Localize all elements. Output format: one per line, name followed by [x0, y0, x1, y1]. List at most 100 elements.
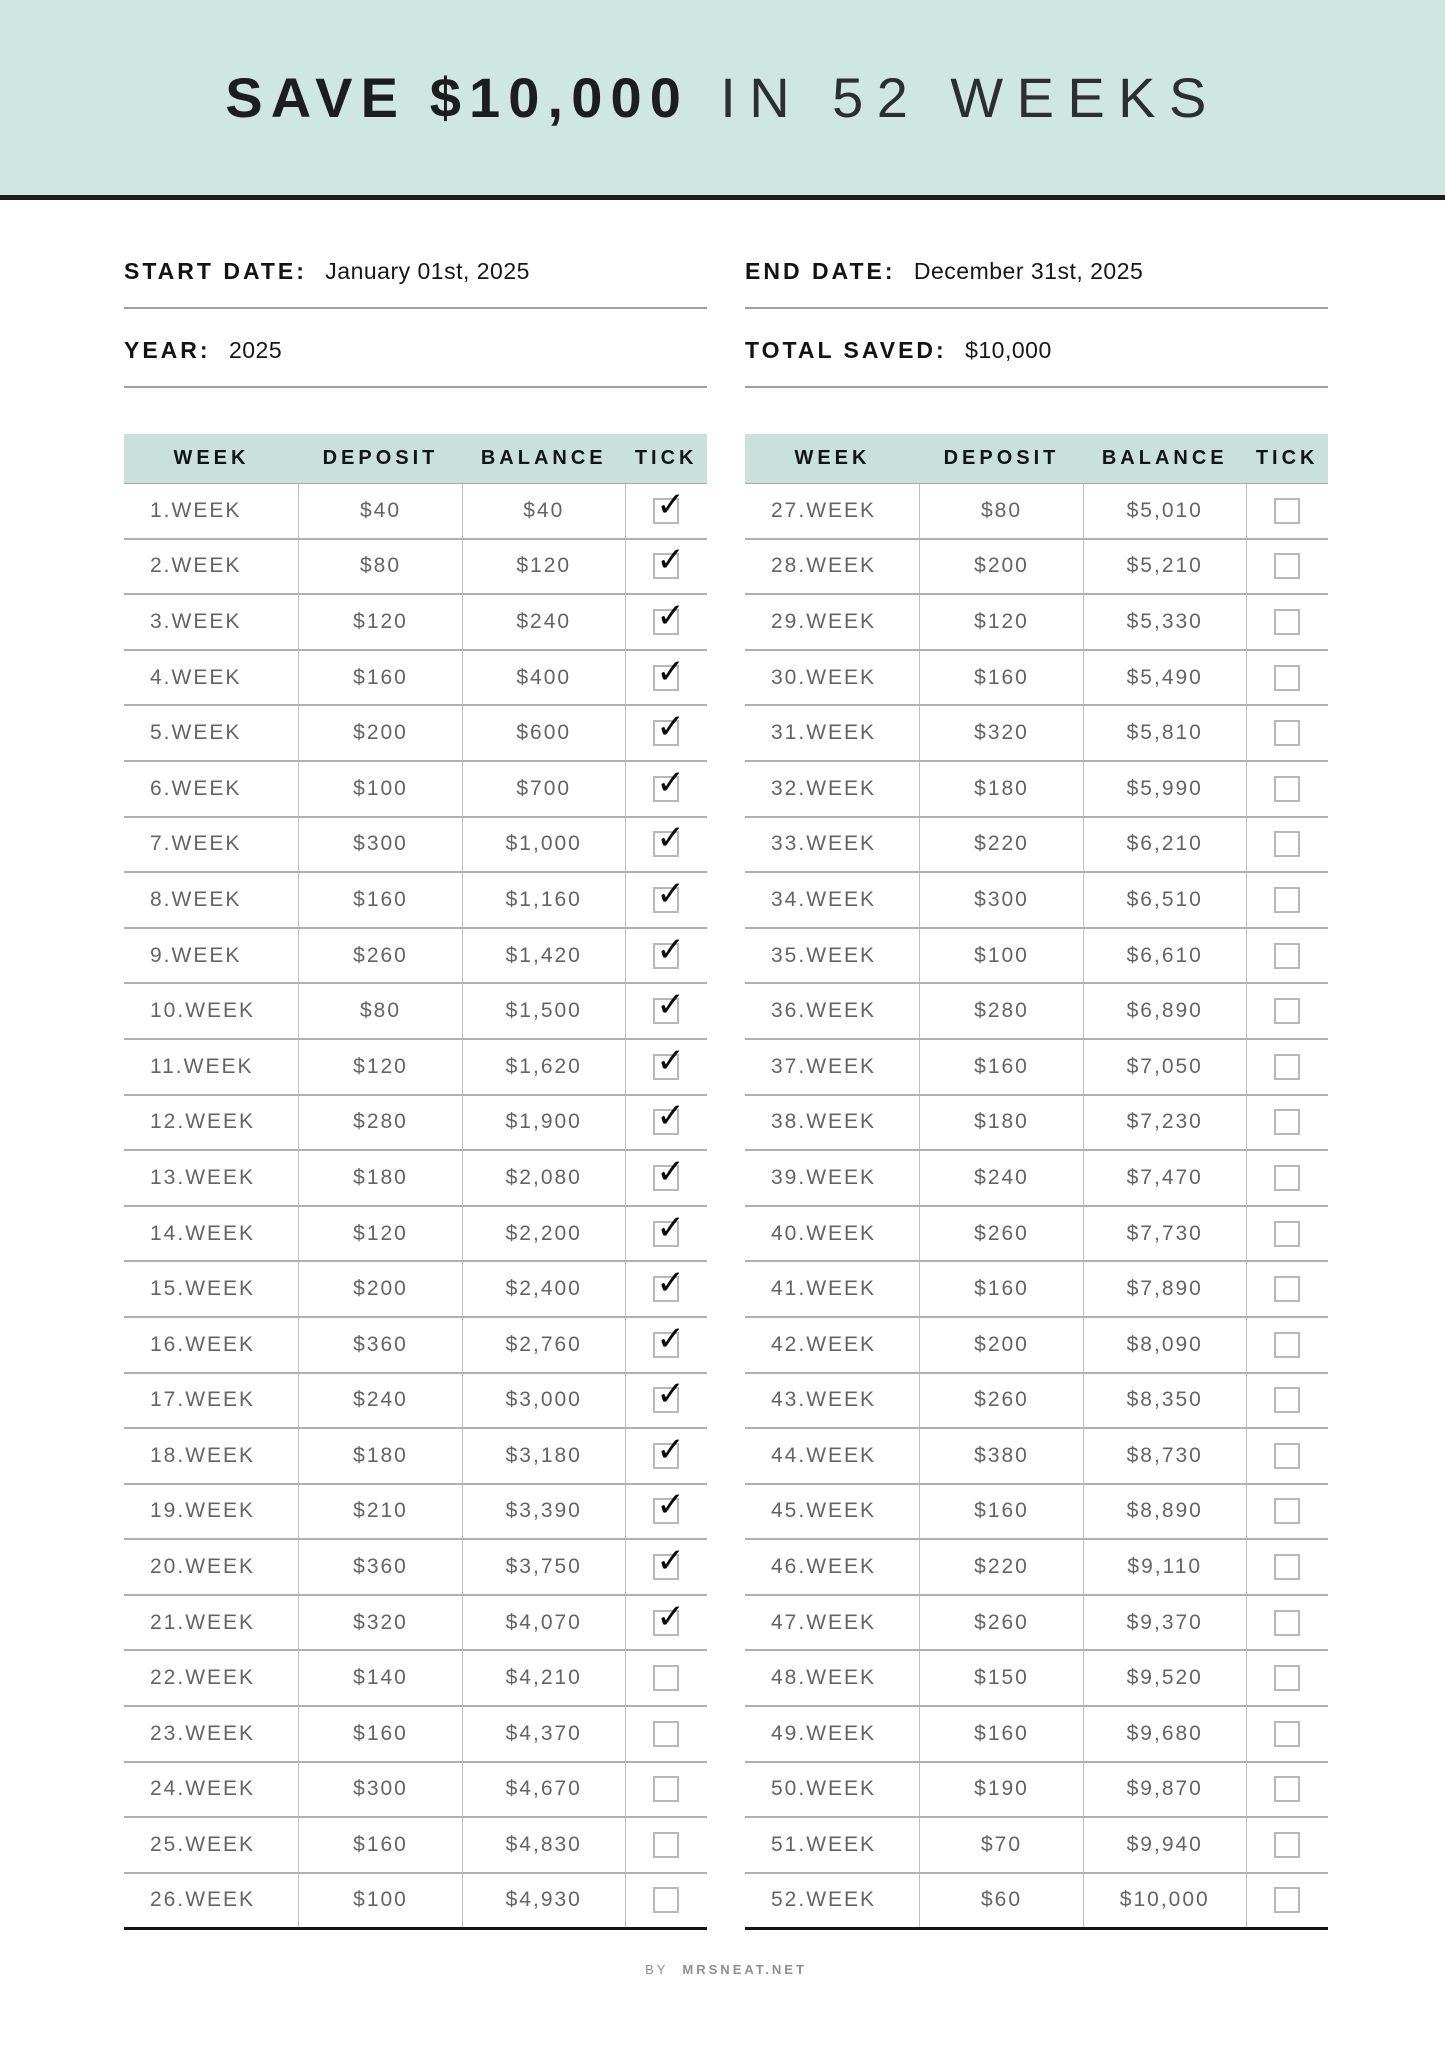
tick-checkbox[interactable]	[1274, 1832, 1301, 1859]
table-row: 20.WEEK $360 $3,750 ✓	[124, 1538, 707, 1595]
tick-cell	[1245, 1260, 1328, 1317]
tick-checkbox[interactable]	[653, 1665, 680, 1692]
table-body-right: 27.WEEK $80 $5,010 28.WEEK $200 $5,210 2…	[745, 483, 1328, 1929]
deposit-cell: $220	[919, 815, 1084, 873]
tick-checkbox[interactable]	[1274, 1164, 1301, 1191]
tick-checkbox[interactable]	[1274, 1609, 1301, 1636]
tick-checkbox[interactable]: ✓	[653, 710, 685, 747]
tick-checkbox[interactable]: ✓	[653, 1433, 685, 1469]
tick-checkbox[interactable]	[1274, 1053, 1301, 1080]
tick-checkbox[interactable]: ✓	[653, 1211, 685, 1247]
tick-cell: ✓	[624, 704, 707, 761]
tick-checkbox[interactable]	[1274, 1776, 1301, 1803]
tick-checkbox[interactable]	[1274, 1220, 1301, 1247]
summary-fields: START DATE: January 01st, 2025 END DATE:…	[124, 256, 1328, 388]
table-body-left: 1.WEEK $40 $40 ✓ 2.WEEK $80 $120 ✓ 3.WEE…	[124, 483, 707, 1929]
tick-checkbox[interactable]	[1274, 1498, 1301, 1525]
tick-checkbox[interactable]: ✓	[653, 1155, 685, 1191]
balance-cell: $2,200	[461, 1204, 626, 1262]
deposit-cell: $160	[919, 648, 1084, 706]
tick-checkbox[interactable]: ✓	[653, 988, 685, 1025]
check-icon: ✓	[656, 651, 685, 692]
tick-cell	[1245, 1816, 1328, 1873]
week-cell: 16.WEEK	[124, 1315, 299, 1373]
tick-cell: ✓	[624, 926, 707, 984]
week-cell: 49.WEEK	[745, 1705, 920, 1762]
balance-cell: $8,730	[1082, 1427, 1247, 1484]
balance-cell: $1,500	[461, 982, 626, 1039]
table-row: 24.WEEK $300 $4,670	[124, 1760, 707, 1818]
tick-checkbox[interactable]: ✓	[653, 1544, 685, 1581]
check-icon: ✓	[656, 1374, 685, 1415]
week-cell: 18.WEEK	[124, 1427, 299, 1484]
page-title: SAVE $10,000 IN 52 WEEKS	[225, 65, 1220, 130]
balance-cell: $40	[461, 483, 626, 539]
deposit-cell: $200	[298, 1260, 463, 1317]
weeks-table-right: WEEK DEPOSIT BALANCE TICK 27.WEEK $80 $5…	[745, 434, 1328, 1930]
tick-checkbox[interactable]	[1274, 831, 1301, 858]
tick-checkbox[interactable]	[1274, 1887, 1301, 1914]
page-content: START DATE: January 01st, 2025 END DATE:…	[0, 256, 1445, 1977]
tick-checkbox[interactable]	[653, 1832, 680, 1859]
start-date-label: START DATE:	[124, 258, 307, 284]
start-date-field: START DATE: January 01st, 2025	[124, 256, 707, 309]
balance-cell: $6,610	[1082, 926, 1247, 984]
tick-checkbox[interactable]	[1274, 1720, 1301, 1747]
tick-checkbox[interactable]: ✓	[653, 1099, 685, 1136]
week-cell: 36.WEEK	[745, 982, 920, 1039]
balance-cell: $9,520	[1082, 1649, 1247, 1707]
tick-checkbox[interactable]	[1274, 1442, 1301, 1469]
tick-checkbox[interactable]	[1274, 775, 1301, 802]
tick-checkbox[interactable]: ✓	[653, 1322, 685, 1358]
tick-checkbox[interactable]	[1274, 886, 1301, 913]
tick-checkbox[interactable]: ✓	[653, 543, 685, 580]
tick-checkbox[interactable]	[1274, 942, 1301, 969]
tick-checkbox[interactable]: ✓	[653, 821, 685, 858]
tick-checkbox[interactable]	[1274, 1109, 1301, 1136]
table-row: 16.WEEK $360 $2,760 ✓	[124, 1315, 707, 1373]
tick-checkbox[interactable]	[1274, 1387, 1301, 1414]
tick-checkbox[interactable]: ✓	[653, 1044, 685, 1080]
tick-checkbox[interactable]	[1274, 1665, 1301, 1692]
tick-checkbox[interactable]: ✓	[653, 933, 685, 969]
table-row: 28.WEEK $200 $5,210	[745, 537, 1328, 595]
balance-cell: $9,940	[1082, 1816, 1247, 1873]
table-row: 29.WEEK $120 $5,330	[745, 593, 1328, 650]
table-row: 19.WEEK $210 $3,390 ✓	[124, 1482, 707, 1540]
tick-checkbox[interactable]	[1274, 608, 1301, 635]
tick-checkbox[interactable]	[1274, 998, 1301, 1025]
tick-checkbox[interactable]: ✓	[653, 1600, 685, 1636]
balance-cell: $7,470	[1082, 1149, 1247, 1206]
tick-checkbox[interactable]	[653, 1887, 680, 1914]
end-date-value: December 31st, 2025	[913, 258, 1144, 284]
tick-checkbox[interactable]	[1274, 1331, 1301, 1358]
table-row: 11.WEEK $120 $1,620 ✓	[124, 1037, 707, 1095]
check-icon: ✓	[656, 540, 685, 581]
balance-cell: $120	[461, 537, 626, 595]
table-row: 21.WEEK $320 $4,070 ✓	[124, 1593, 707, 1651]
tick-checkbox[interactable]	[1274, 1276, 1301, 1303]
tick-checkbox[interactable]: ✓	[653, 488, 685, 524]
tick-checkbox[interactable]: ✓	[653, 1377, 685, 1414]
tick-checkbox[interactable]: ✓	[653, 877, 685, 913]
tick-checkbox[interactable]	[1274, 1554, 1301, 1581]
tick-cell: ✓	[624, 483, 707, 539]
tick-checkbox[interactable]	[1274, 720, 1301, 747]
tick-checkbox[interactable]: ✓	[653, 1488, 685, 1525]
check-icon: ✓	[656, 762, 685, 803]
tick-checkbox[interactable]: ✓	[653, 655, 685, 691]
balance-cell: $7,890	[1082, 1260, 1247, 1317]
tick-checkbox[interactable]: ✓	[653, 599, 685, 635]
tick-checkbox[interactable]	[1274, 553, 1301, 580]
tick-checkbox[interactable]	[1274, 497, 1301, 524]
tick-checkbox[interactable]: ✓	[653, 766, 685, 802]
week-cell: 28.WEEK	[745, 537, 920, 595]
week-cell: 21.WEEK	[124, 1593, 299, 1651]
tick-checkbox[interactable]	[653, 1720, 680, 1747]
week-cell: 41.WEEK	[745, 1260, 920, 1317]
tick-checkbox[interactable]	[1274, 664, 1301, 691]
tick-cell	[624, 1871, 707, 1929]
check-icon: ✓	[656, 1541, 685, 1582]
tick-checkbox[interactable]: ✓	[653, 1266, 685, 1303]
tick-checkbox[interactable]	[653, 1776, 680, 1803]
